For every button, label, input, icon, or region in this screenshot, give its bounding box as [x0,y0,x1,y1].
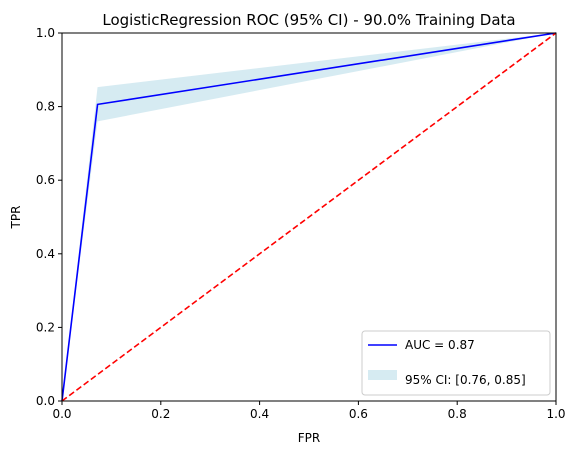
x-tick-label: 0.0 [52,407,71,421]
plot-area [61,32,557,402]
x-tick-label: 0.8 [448,407,467,421]
y-tick-label: 0.8 [36,100,55,114]
legend-entry-auc: AUC = 0.87 [405,338,475,352]
y-axis-label: TPR [9,206,23,230]
legend-swatch-ci-band [368,370,397,380]
x-tick-label: 0.4 [250,407,269,421]
x-tick-label: 0.2 [151,407,170,421]
legend-box [361,330,551,396]
legend: AUC = 0.87 95% CI: [0.76, 0.85] [361,330,551,396]
x-tick-label: 1.0 [546,407,565,421]
y-tick-label: 0.2 [36,320,55,334]
plot-frame [61,32,557,402]
y-tick-label: 0.6 [36,173,55,187]
axis-ticks: 0.0 0.2 0.4 0.6 0.8 1.0 0.0 0.2 0.4 0.6 0.8 1.0 [36,26,566,421]
y-tick-label: 0.0 [36,394,55,408]
roc-curve-line [61,32,557,402]
x-tick-label: 0.6 [349,407,368,421]
x-axis-label: FPR [298,431,320,445]
y-tick-label: 0.4 [36,247,55,261]
chart-title: LogisticRegression ROC (95% CI) - 90.0% … [102,11,515,29]
chance-diagonal-line [61,32,557,402]
legend-entry-ci: 95% CI: [0.76, 0.85] [405,373,526,387]
y-tick-label: 1.0 [36,26,55,40]
